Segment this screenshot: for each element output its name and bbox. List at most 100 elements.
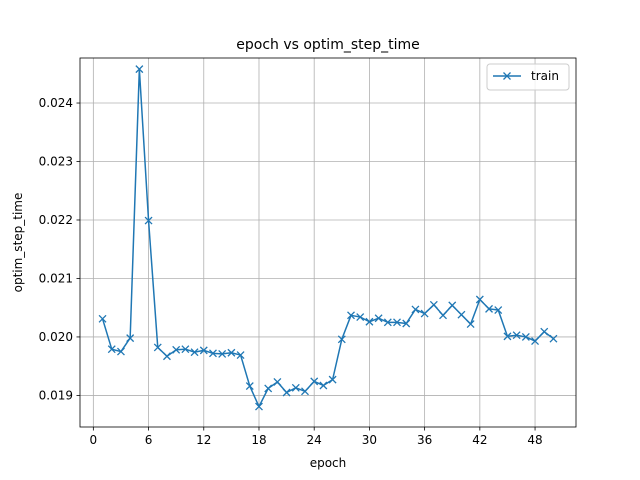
data-point-stroke: [116, 347, 125, 356]
data-point-stroke: [163, 352, 171, 361]
data-point: [540, 327, 549, 336]
data-point: [549, 334, 558, 343]
data-point-stroke: [337, 335, 346, 344]
data-point: [420, 309, 429, 318]
data-point-stroke: [374, 314, 383, 323]
data-point: [144, 216, 153, 225]
data-point: [356, 313, 365, 322]
data-point: [301, 387, 309, 396]
data-point-stroke: [255, 402, 263, 411]
data-point: [494, 306, 503, 315]
data-point-stroke: [144, 216, 153, 225]
data-point: [236, 351, 245, 360]
data-point: [457, 310, 466, 319]
data-point-stroke: [429, 300, 438, 309]
x-axis-label: epoch: [310, 456, 347, 470]
legend-marker-icon: [503, 72, 511, 80]
data-point-stroke: [310, 377, 319, 386]
y-tick-label: 0.020: [39, 330, 73, 344]
data-point: [411, 305, 420, 314]
data-point: [448, 301, 457, 310]
data-point: [337, 335, 346, 344]
data-point-stroke: [236, 351, 245, 360]
data-point-stroke: [245, 382, 254, 391]
data-point-stroke: [503, 332, 512, 341]
data-point: [153, 343, 162, 352]
data-point-stroke: [439, 311, 447, 320]
data-point: [393, 318, 401, 327]
data-point-stroke: [466, 320, 475, 329]
data-point-stroke: [181, 345, 190, 354]
x-tick-label: 12: [196, 433, 211, 447]
data-point: [273, 378, 282, 386]
axes: 0 6 12 18 24 30 36 42 48 0.019 0.020 0.021 0.022 0.02…: [39, 96, 543, 447]
data-point: [328, 375, 337, 384]
data-point-stroke: [107, 345, 116, 354]
x-tick-label: 6: [145, 433, 153, 447]
data-point-stroke: [126, 334, 135, 343]
data-point: [98, 314, 107, 323]
data-point: [365, 317, 374, 326]
data-point: [429, 300, 438, 309]
data-point-stroke: [264, 384, 273, 393]
data-point-stroke: [153, 343, 162, 352]
data-point-stroke: [218, 349, 227, 358]
data-point-stroke: [227, 348, 236, 357]
y-tick-label: 0.024: [39, 96, 73, 110]
y-tick-label: 0.019: [39, 388, 73, 402]
data-point-stroke: [402, 319, 411, 328]
data-point: [163, 352, 171, 361]
data-point: [291, 383, 300, 392]
series-layer: [98, 65, 558, 411]
data-point-stroke: [448, 301, 457, 310]
data-point: [218, 349, 227, 358]
data-point: [116, 347, 125, 356]
plot-frame: [79, 57, 577, 428]
data-point-stroke: [531, 337, 540, 345]
x-tick-label: 0: [90, 433, 98, 447]
grid: [80, 58, 576, 427]
data-point-stroke: [282, 388, 291, 397]
data-point: [466, 320, 475, 329]
data-point-stroke: [512, 331, 521, 340]
data-point: [227, 348, 236, 357]
data-point: [181, 345, 190, 354]
data-point: [245, 382, 254, 391]
data-point: [172, 345, 181, 354]
data-point-stroke: [411, 305, 420, 314]
x-tick-label: 30: [362, 433, 377, 447]
data-point: [402, 319, 411, 328]
data-point: [319, 381, 328, 390]
data-point: [439, 311, 447, 320]
data-point: [347, 311, 355, 320]
data-point-stroke: [383, 318, 392, 327]
x-tick-label: 48: [527, 433, 542, 447]
data-point: [107, 345, 116, 354]
data-point-stroke: [209, 349, 217, 358]
data-point: [282, 388, 291, 397]
data-point-stroke: [457, 310, 466, 319]
data-point: [512, 331, 521, 340]
x-tick-label: 42: [472, 433, 487, 447]
data-point: [485, 304, 493, 313]
data-point-stroke: [356, 313, 365, 322]
data-point-stroke: [475, 295, 484, 304]
data-point-stroke: [485, 304, 493, 313]
data-point-stroke: [549, 334, 558, 343]
data-point-stroke: [393, 318, 401, 327]
data-point-stroke: [319, 381, 328, 390]
y-axis-label: optim_step_time: [11, 193, 25, 293]
data-point-stroke: [365, 317, 374, 326]
data-point-stroke: [273, 378, 282, 386]
data-point: [255, 402, 263, 411]
data-point: [199, 346, 208, 355]
data-point-stroke: [190, 348, 199, 357]
data-point: [503, 332, 512, 341]
x-tick-label: 36: [417, 433, 432, 447]
data-point: [126, 334, 135, 343]
y-tick-label: 0.023: [39, 155, 73, 169]
data-point: [209, 349, 217, 358]
data-point-stroke: [521, 332, 530, 341]
data-point-stroke: [135, 65, 144, 74]
